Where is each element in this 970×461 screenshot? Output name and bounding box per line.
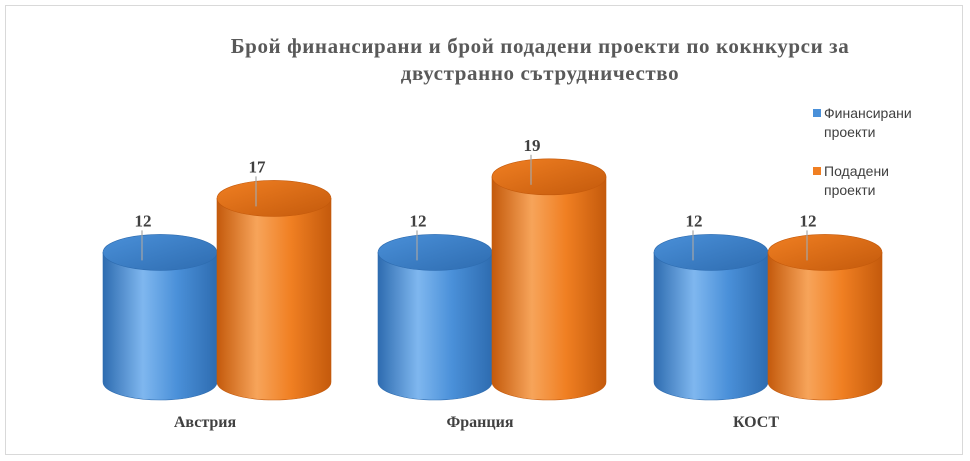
legend-label: Подадени (824, 163, 889, 179)
legend-swatch (813, 109, 821, 117)
legend-label: проекти (824, 124, 875, 140)
bar-funded-1 (377, 252, 493, 401)
legend-swatch (813, 167, 821, 175)
bar-funded-0 (102, 252, 218, 401)
category-label: КОСТ (733, 414, 779, 431)
plot-area (102, 158, 883, 401)
data-label: 12 (410, 211, 427, 230)
bar-top-0-1 (377, 234, 493, 271)
bar-top-0-2 (653, 234, 769, 271)
bar-submitted-0 (216, 198, 332, 401)
bar-top-1-1 (491, 158, 607, 196)
data-label: 12 (686, 211, 703, 230)
chart-title: Брой финансирани и брой подадени проекти… (231, 34, 850, 85)
legend: Финансирани проекти Подадени проекти (813, 105, 912, 198)
bar-submitted-1 (491, 176, 607, 401)
bar-top-1-0 (216, 180, 332, 217)
bar-funded-2 (653, 252, 769, 401)
data-label: 19 (524, 136, 541, 155)
bar-submitted-2 (767, 252, 883, 401)
chart-title-line-2: двустранно сътрудничество (401, 61, 679, 85)
category-label: Франция (447, 414, 514, 431)
data-label: 12 (135, 211, 152, 230)
category-label: Австрия (174, 414, 237, 431)
legend-label: Финансирани (824, 105, 912, 121)
legend-label: проекти (824, 182, 875, 198)
chart-title-line-1: Брой финансирани и брой подадени проекти… (231, 34, 850, 58)
bar-top-0-0 (102, 234, 218, 271)
data-label: 17 (249, 157, 267, 176)
data-label: 12 (800, 211, 817, 230)
data-labels: 12 17 12 19 12 12 (135, 136, 817, 261)
bar-top-1-2 (767, 234, 883, 271)
category-axis: Австрия Франция КОСТ (174, 414, 780, 431)
